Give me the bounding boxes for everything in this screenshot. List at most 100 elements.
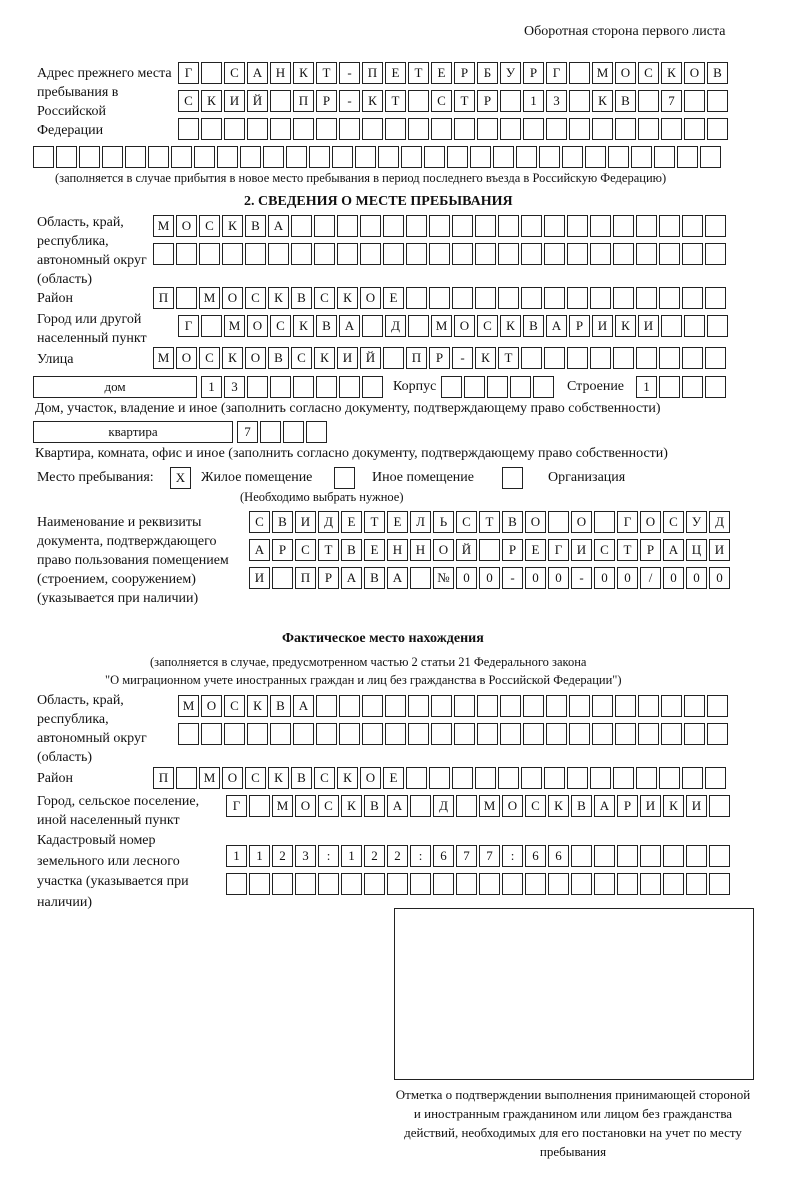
char-cell[interactable] <box>456 795 477 817</box>
char-cell[interactable]: С <box>638 62 659 84</box>
char-cell[interactable]: В <box>615 90 636 112</box>
char-cell[interactable] <box>613 767 634 789</box>
char-cell[interactable] <box>286 146 307 168</box>
char-cell[interactable]: 1 <box>201 376 222 398</box>
char-cell[interactable]: К <box>222 347 243 369</box>
char-cell[interactable] <box>268 243 289 265</box>
char-cell[interactable] <box>364 873 385 895</box>
char-cell[interactable]: М <box>178 695 199 717</box>
char-cell[interactable]: - <box>339 90 360 112</box>
char-cell[interactable]: Н <box>270 62 291 84</box>
char-cell[interactable]: С <box>431 90 452 112</box>
char-cell[interactable]: О <box>245 347 266 369</box>
char-cell[interactable] <box>314 215 335 237</box>
char-cell[interactable] <box>546 118 567 140</box>
char-cell[interactable] <box>408 90 429 112</box>
char-cell[interactable] <box>385 118 406 140</box>
char-cell[interactable]: Г <box>548 539 569 561</box>
char-cell[interactable]: Т <box>385 90 406 112</box>
char-cell[interactable] <box>293 118 314 140</box>
char-cell[interactable] <box>452 767 473 789</box>
char-cell[interactable]: И <box>640 795 661 817</box>
char-cell[interactable] <box>686 845 707 867</box>
char-cell[interactable] <box>548 511 569 533</box>
char-cell[interactable] <box>684 118 705 140</box>
char-cell[interactable] <box>498 767 519 789</box>
char-cell[interactable] <box>378 146 399 168</box>
char-cell[interactable] <box>498 243 519 265</box>
char-cell[interactable]: Й <box>247 90 268 112</box>
char-cell[interactable] <box>441 376 462 398</box>
char-cell[interactable]: 3 <box>295 845 316 867</box>
char-cell[interactable] <box>569 62 590 84</box>
document-row[interactable]: И П Р А В А № 0 0-0 0-0 0/0 0 0 <box>249 567 732 589</box>
char-cell[interactable]: М <box>153 347 174 369</box>
char-cell[interactable]: А <box>387 795 408 817</box>
char-cell[interactable]: В <box>364 795 385 817</box>
char-cell[interactable]: Й <box>360 347 381 369</box>
char-cell[interactable] <box>709 873 730 895</box>
char-cell[interactable]: А <box>546 315 567 337</box>
char-cell[interactable]: Р <box>454 62 475 84</box>
char-cell[interactable] <box>387 873 408 895</box>
char-cell[interactable]: 0 <box>617 567 638 589</box>
char-cell[interactable]: К <box>663 795 684 817</box>
char-cell[interactable] <box>523 695 544 717</box>
char-cell[interactable] <box>247 376 268 398</box>
char-cell[interactable] <box>500 723 521 745</box>
char-cell[interactable] <box>682 243 703 265</box>
char-cell[interactable] <box>291 243 312 265</box>
char-cell[interactable] <box>521 287 542 309</box>
char-cell[interactable]: А <box>339 315 360 337</box>
char-cell[interactable]: В <box>341 539 362 561</box>
char-cell[interactable] <box>498 287 519 309</box>
char-cell[interactable]: Р <box>429 347 450 369</box>
char-cell[interactable]: К <box>337 287 358 309</box>
char-cell[interactable]: Р <box>502 539 523 561</box>
char-cell[interactable] <box>707 695 728 717</box>
char-cell[interactable] <box>408 723 429 745</box>
char-cell[interactable] <box>360 243 381 265</box>
char-cell[interactable] <box>585 146 606 168</box>
char-cell[interactable] <box>567 243 588 265</box>
char-cell[interactable]: Т <box>364 511 385 533</box>
char-cell[interactable]: Р <box>523 62 544 84</box>
char-cell[interactable]: С <box>525 795 546 817</box>
char-cell[interactable]: К <box>615 315 636 337</box>
char-cell[interactable] <box>385 723 406 745</box>
char-cell[interactable]: О <box>360 767 381 789</box>
char-cell[interactable] <box>615 723 636 745</box>
char-cell[interactable] <box>260 421 281 443</box>
char-cell[interactable] <box>546 695 567 717</box>
char-cell[interactable]: С <box>663 511 684 533</box>
char-cell[interactable] <box>360 215 381 237</box>
char-cell[interactable] <box>431 118 452 140</box>
char-cell[interactable] <box>613 215 634 237</box>
char-cell[interactable]: М <box>153 215 174 237</box>
char-cell[interactable]: К <box>201 90 222 112</box>
char-cell[interactable]: В <box>291 287 312 309</box>
char-cell[interactable]: К <box>548 795 569 817</box>
char-cell[interactable]: П <box>153 767 174 789</box>
char-cell[interactable]: М <box>479 795 500 817</box>
char-cell[interactable] <box>500 90 521 112</box>
char-cell[interactable]: С <box>456 511 477 533</box>
char-cell[interactable]: 3 <box>224 376 245 398</box>
char-cell[interactable] <box>615 118 636 140</box>
char-cell[interactable] <box>613 347 634 369</box>
char-cell[interactable] <box>270 723 291 745</box>
char-cell[interactable]: В <box>268 347 289 369</box>
char-cell[interactable]: 0 <box>456 567 477 589</box>
char-cell[interactable] <box>684 90 705 112</box>
char-cell[interactable]: Р <box>272 539 293 561</box>
char-cell[interactable]: А <box>293 695 314 717</box>
char-cell[interactable]: А <box>387 567 408 589</box>
char-cell[interactable]: Р <box>640 539 661 561</box>
char-cell[interactable] <box>613 243 634 265</box>
char-cell[interactable]: С <box>224 62 245 84</box>
char-cell[interactable] <box>594 511 615 533</box>
char-cell[interactable] <box>707 118 728 140</box>
